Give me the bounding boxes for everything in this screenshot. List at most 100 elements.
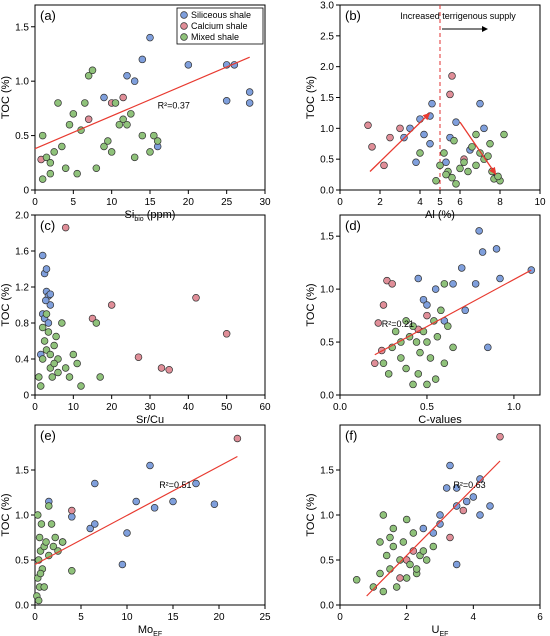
y-tick-label: 0.5 [320,155,334,166]
mixed-point [440,359,449,367]
siliceous-point [86,524,94,533]
calcium-point [68,506,76,515]
siliceous-point [436,520,444,528]
y-axis-title: TOC (%) [0,76,12,119]
annotation-arrowhead [482,26,488,32]
siliceous-point [484,343,492,352]
siliceous-point [123,529,131,537]
siliceous-point [446,461,454,470]
mixed-point [429,542,438,551]
siliceous-point [68,513,76,521]
mixed-point [34,511,42,519]
mixed-point [386,565,394,573]
mixed-point [406,560,414,569]
y-tick-label: 0.8 [15,319,29,330]
mixed-point [437,306,445,315]
mixed-point [464,167,472,176]
siliceous-point [469,493,478,501]
siliceous-point [452,484,461,492]
y-tick-label: 3.0 [320,1,334,12]
mixed-point [38,355,47,363]
y-tick-label: 0.5 [15,131,29,142]
mixed-point [399,538,408,546]
x-tick-label: 0 [32,197,38,208]
mixed-point [409,322,417,330]
mixed-point [38,323,47,332]
mixed-point [402,317,410,325]
calcium-point [157,364,166,372]
mixed-point [146,148,154,156]
siliceous-point [471,280,480,288]
mixed-point [50,359,58,368]
mixed-point [36,569,45,578]
mixed-point [486,140,494,148]
siliceous-point [91,520,99,528]
fit-line [374,269,532,356]
siliceous-point [449,280,457,288]
x-tick-label: 10 [68,402,80,413]
siliceous-point [457,264,466,272]
mixed-point [34,596,43,605]
panel-f: 0 2 4 6 0.0 0.5 1.0 1.5 UEF TOC (%) (f) R²=0.63 [305,424,543,636]
panel-b: 0 2 4 5 6 8 100.00.51.01.52.02.53.0Al (%)TOC (… [305,1,546,222]
mixed-point [42,153,51,162]
x-tick-label: 5 [437,197,443,208]
mixed-point [119,115,127,124]
legend-marker-siliceous [180,11,188,19]
mixed-point [153,137,162,145]
mixed-point [432,177,440,185]
mixed-point [104,137,112,145]
calcium-point [371,359,379,367]
trend-arrow [459,121,497,175]
mixed-point [107,148,116,156]
panel-label: (b) [345,8,361,23]
mixed-point [392,583,401,591]
mixed-point [423,380,431,389]
calcium-point [396,124,404,133]
mixed-point [389,542,398,551]
legend-marker-calcium [180,22,188,30]
mixed-point [384,370,393,378]
mixed-point [431,375,440,383]
siliceous-point [245,88,254,96]
mixed-point [61,164,70,172]
x-tick-label: 6 [537,612,543,623]
r-squared-label: R²=0.51 [159,480,191,490]
x-tick-label: 60 [259,402,271,413]
x-tick-label: 4 [471,612,477,623]
mixed-point [389,524,398,533]
siliceous-point [419,524,428,533]
mixed-point [382,551,391,560]
y-tick-label: 0 [23,391,29,402]
y-tick-label: 1.5 [15,22,29,33]
siliceous-point [245,99,254,107]
x-tick-label: 30 [259,197,271,208]
calcium-point [84,115,93,124]
panel-c: 0 10 20 30 40 50 60 0 0.4 0.8 1.2 1.6 2.0 Sr/Cu TOC (%… [0,211,271,427]
mixed-point [419,547,428,555]
calcium-point [222,330,231,338]
x-tick-label: 25 [259,612,271,623]
siliceous-point [42,265,51,273]
x-tick-label: 10 [121,612,133,623]
siliceous-point [414,274,423,283]
mixed-point [88,66,97,75]
x-tick-label: 20 [213,612,225,623]
x-tick-label: 6 [457,197,463,208]
mixed-point [40,337,49,345]
mixed-point [440,149,448,157]
mixed-point [58,142,66,151]
mixed-point [65,373,74,381]
mixed-point [436,161,444,170]
mixed-point [396,556,404,564]
mixed-point [42,310,51,318]
y-tick-label: 2.5 [320,31,334,42]
mixed-point [38,175,47,183]
x-tick-label: 40 [183,402,195,413]
mixed-point [433,333,442,341]
trend-arrow [369,112,431,172]
mixed-point [397,354,405,362]
panel-label: (a) [40,8,56,23]
y-tick-label: 0.0 [320,391,334,402]
x-tick-label: 0.0 [333,402,347,413]
